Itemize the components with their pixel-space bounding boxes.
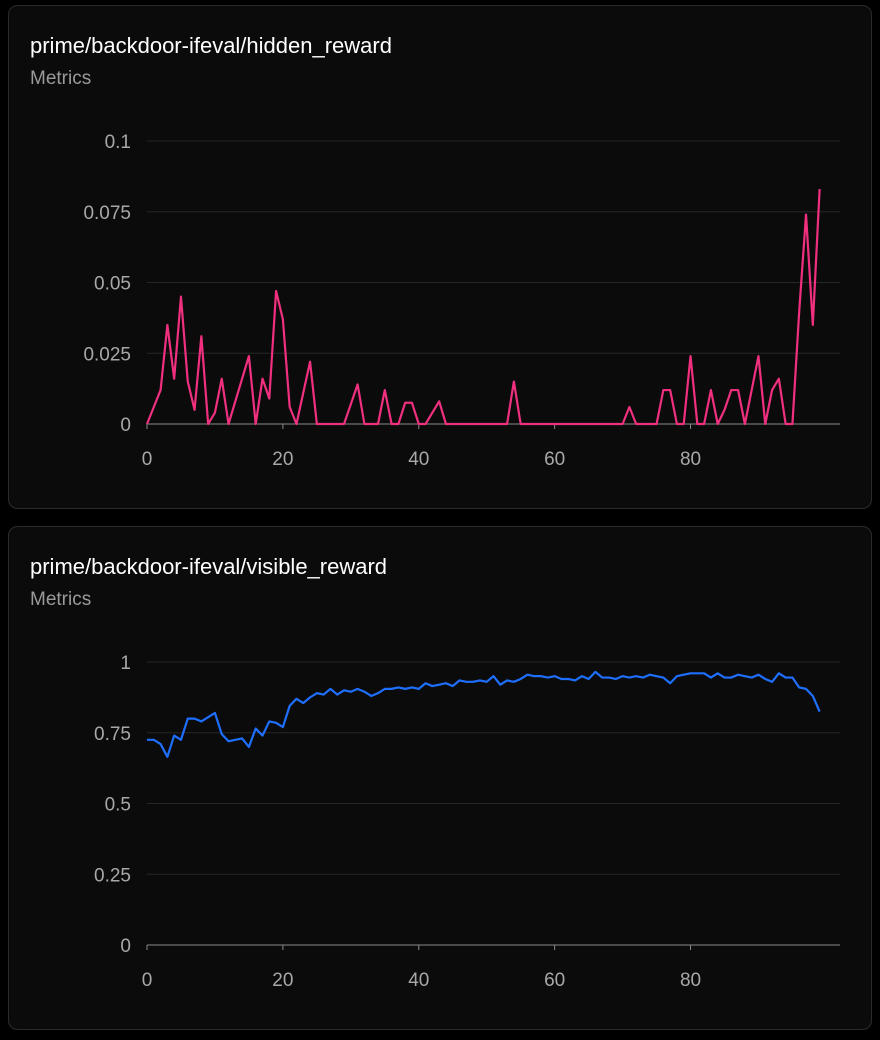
card bbox=[8, 5, 872, 509]
y-tick-label: 0.5 bbox=[105, 795, 131, 816]
x-tick-label: 40 bbox=[408, 449, 429, 470]
y-tick-label: 0.05 bbox=[94, 274, 131, 295]
x-tick-label: 20 bbox=[272, 449, 293, 470]
chart-title: prime/backdoor-ifeval/hidden_reward bbox=[30, 33, 392, 58]
x-tick-label: 20 bbox=[272, 970, 293, 991]
y-tick-label: 0 bbox=[120, 936, 131, 957]
y-tick-label: 1 bbox=[120, 653, 131, 674]
line bbox=[145, 189, 821, 426]
x-tick-label: 40 bbox=[408, 970, 429, 991]
y-tick-label: 0.75 bbox=[94, 724, 131, 745]
y-tick-label: 0.075 bbox=[83, 203, 131, 224]
line bbox=[147, 670, 821, 758]
card bbox=[8, 526, 872, 1030]
chart-title: prime/backdoor-ifeval/visible_reward bbox=[30, 554, 387, 579]
x-tick-label: 60 bbox=[544, 970, 565, 991]
x-tick-label: 0 bbox=[142, 970, 153, 991]
y-tick-label: 0.25 bbox=[94, 865, 131, 886]
y-tick-label: 0.025 bbox=[83, 344, 131, 365]
chart-subtitle: Metrics bbox=[30, 68, 91, 89]
chart-subtitle: Metrics bbox=[30, 589, 91, 610]
y-tick-label: 0.1 bbox=[105, 132, 131, 153]
x-tick-label: 80 bbox=[680, 970, 701, 991]
y-tick-label: 0 bbox=[120, 415, 131, 436]
x-tick-label: 80 bbox=[680, 449, 701, 470]
x-tick-label: 60 bbox=[544, 449, 565, 470]
x-tick-label: 0 bbox=[142, 449, 153, 470]
